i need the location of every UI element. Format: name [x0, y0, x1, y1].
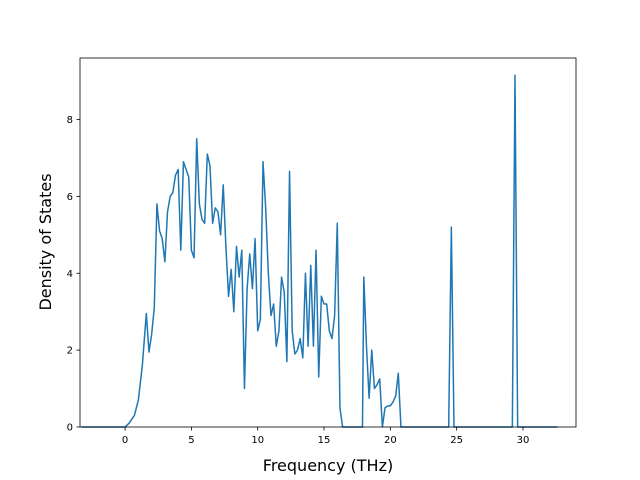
y-tick-label: 4 — [67, 269, 73, 280]
x-axis-label: Frequency (THz) — [263, 456, 393, 475]
y-tick-label: 0 — [67, 423, 73, 434]
plot-area — [79, 57, 577, 428]
y-tick-label: 2 — [67, 346, 73, 357]
x-tick-label: 25 — [450, 435, 463, 446]
x-tick-label: 10 — [251, 435, 264, 446]
y-axis-label: Density of States — [36, 173, 55, 310]
x-tick-label: 5 — [188, 435, 194, 446]
x-axis-ticks: 0 5 10 15 20 25 30 — [122, 427, 529, 446]
axes-frame — [79, 57, 577, 428]
y-axis-ticks: 0 2 4 6 8 — [67, 115, 80, 434]
x-tick-label: 15 — [318, 435, 331, 446]
x-tick-label: 30 — [517, 435, 530, 446]
y-tick-label: 6 — [67, 192, 73, 203]
dos-series-line-1 — [81, 74, 558, 428]
y-tick-label: 8 — [67, 115, 73, 126]
x-tick-label: 20 — [384, 435, 397, 446]
x-tick-label: 0 — [122, 435, 128, 446]
